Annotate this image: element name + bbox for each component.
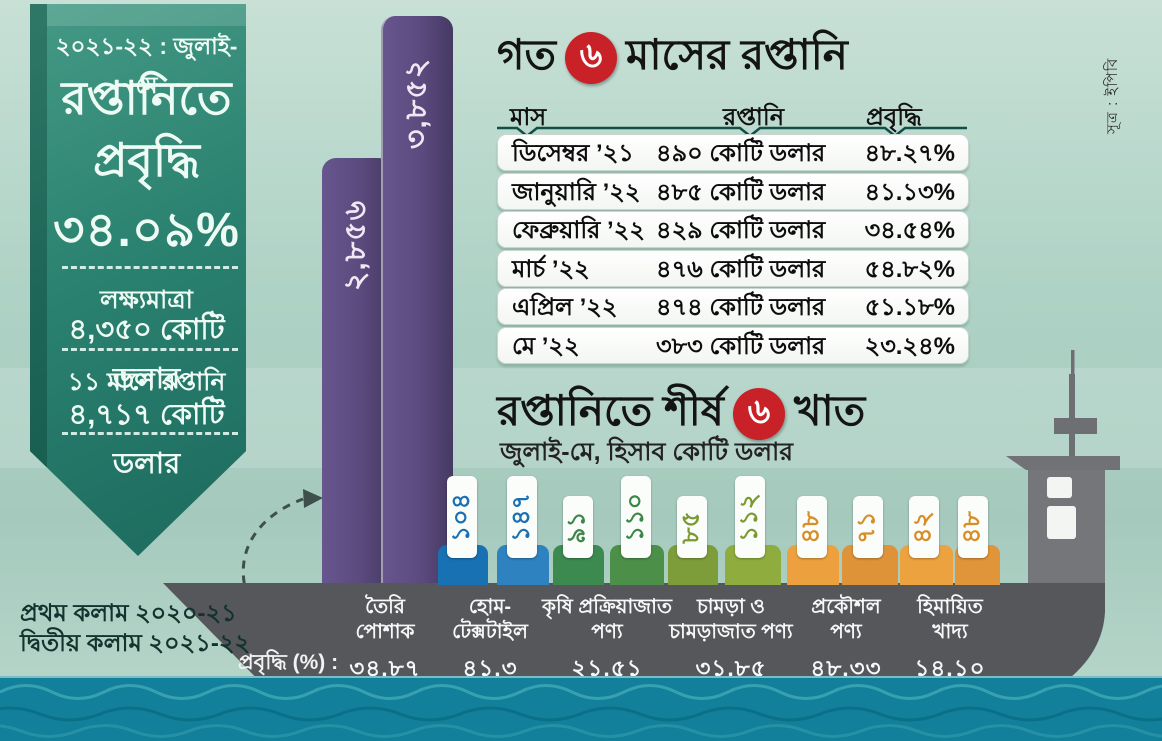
month-cell: ডিসেম্বর ’২১ (512, 140, 634, 167)
col-header-growth: প্রবৃদ্ধি (866, 104, 922, 131)
export-cell: ৪৯০ কোটি ডলার (656, 140, 826, 167)
growth-cell: ২৩.২৪% (864, 333, 955, 360)
export-cell: ৩৮৩ কোটি ডলার (656, 333, 826, 360)
ribbon-title-line1: রপ্তানিতে (61, 72, 232, 124)
export-cell: ৪৭৪ কোটি ডলার (656, 294, 826, 321)
table-row: মার্চ ’২২ ৪৭৬ কোটি ডলার ৫৪.৮২% (497, 250, 969, 287)
bar-rmg-2021-22: ৩,৮৫২ (381, 16, 453, 585)
value-tag-frozen-2021-22: ৪৮ (958, 496, 988, 558)
month-cell: মার্চ ’২২ (512, 256, 590, 283)
value-tag-home-textile-2021-22: ১৪৭ (507, 476, 537, 558)
ribbon-divider (62, 266, 238, 269)
table-row: ফেব্রুয়ারি ’২২ ৪২৯ কোটি ডলার ৩৪.৫৪% (497, 211, 969, 248)
growth-row-label: প্রবৃদ্ধি (%) : (238, 651, 339, 674)
table-row: ডিসেম্বর ’২১ ৪৯০ কোটি ডলার ৪৮.২৭% (497, 134, 969, 171)
export-cell: ৪৮৫ কোটি ডলার (656, 179, 826, 206)
sector-frozen-food: হিমায়িত খাদ্য ১৪.১০ (892, 595, 1008, 689)
growth-cell: ৪৮.২৭% (864, 140, 955, 167)
bridge-window-large (1047, 506, 1076, 539)
value-tag-leather-2021-22: ১১২ (735, 476, 765, 558)
bar-rmg-2020-21: ২,৮৫৬ (322, 158, 392, 585)
mast-crossbar (1054, 418, 1097, 434)
col-header-export: রপ্তানি (723, 104, 785, 131)
export-cell: ৪৭৬ কোটি ডলার (656, 256, 826, 283)
month-cell: ফেব্রুয়ারি ’২২ (512, 217, 645, 244)
target-label: লক্ষ্যমাত্রা (100, 286, 193, 314)
mast-tip (1071, 350, 1075, 380)
value-tag-leather-2020-21: ৮৫ (677, 496, 707, 558)
legend-line1: প্রথম কলাম ২০২০-২১ (20, 600, 237, 627)
source-credit: সূত্র : ইপিবি (1104, 57, 1121, 134)
target-value: ৪,৩৫০ কোটি ডলার (68, 314, 225, 395)
monthly-table-title: গত ৬ মাসের রপ্তানি (497, 22, 848, 93)
sectors-title-prefix: রপ্তানিতে শীর্ষ (497, 387, 724, 434)
value-tag-engineering-2020-21: ৪৮ (797, 496, 827, 558)
eleven-month-label: ১১ মাসে রপ্তানি (67, 368, 226, 396)
ribbon-growth-value: ৩৪.০৯% (53, 204, 240, 257)
value-tag-agri-2020-21: ৯১ (563, 496, 593, 558)
sectors-title-suffix: খাত (793, 387, 866, 434)
ship-hull (163, 583, 1105, 702)
sector-home-textile: হোম- টেক্সটাইল ৪১.৩ (426, 595, 554, 689)
value-tag-frozen-2020-21: ৪২ (909, 496, 939, 558)
sector-agri: কৃষি প্রক্রিয়াজাত পণ্য ২১.৫১ (536, 595, 678, 689)
legend-line2: দ্বিতীয় কলাম ২০২১-২২ (20, 630, 251, 657)
sector-leather: চামড়া ও চামড়াজাত পণ্য ৩১.৮৫ (658, 595, 804, 689)
sectors-subtitle: জুলাই-মে, হিসাব কোটি ডলার (500, 438, 794, 466)
value-tag-agri-2021-22: ১১০ (621, 476, 651, 558)
table-row: মে ’২২ ৩৮৩ কোটি ডলার ২৩.২৪% (497, 327, 969, 364)
month-cell: মে ’২২ (512, 333, 580, 360)
month-cell: জানুয়ারি ’২২ (512, 179, 641, 206)
red-circle-badge: ৬ (732, 387, 785, 440)
red-circle-badge: ৬ (565, 31, 618, 84)
ribbon-title-line2: প্রবৃদ্ধি (93, 134, 200, 186)
ribbon-divider (62, 348, 238, 351)
table-row: জানুয়ারি ’২২ ৪৮৫ কোটি ডলার ৪১.১৩% (497, 173, 969, 210)
sea-waves (0, 684, 1162, 738)
monthly-title-suffix: মাসের রপ্তানি (626, 31, 848, 78)
sector-engineering: প্রকৌশল পণ্য ৪৮.৩৩ (788, 595, 904, 689)
column-legend: প্রথম কলাম ২০২০-২১ দ্বিতীয় কলাম ২০২১-২২ (20, 599, 250, 659)
value-tag-engineering-2021-22: ৭১ (853, 496, 883, 558)
bridge-roof (1006, 456, 1120, 470)
col-header-month: মাস (510, 104, 547, 131)
eleven-month-value: ৪,৭১৭ কোটি ডলার (68, 399, 225, 480)
month-cell: এপ্রিল ’২২ (512, 294, 618, 321)
growth-cell: ৩৪.৫৪% (864, 217, 955, 244)
ribbon-divider (62, 432, 238, 435)
value-tag-home-textile-2020-21: ১০৪ (447, 476, 477, 558)
growth-cell: ৪১.১৩% (864, 179, 955, 206)
table-row: এপ্রিল ’২২ ৪৭৪ কোটি ডলার ৫১.১৮% (497, 288, 969, 325)
ribbon-period: ২০২১-২২ : জুলাই-মে (55, 33, 238, 98)
growth-cell: ৫১.১৮% (864, 294, 955, 321)
export-cell: ৪২৯ কোটি ডলার (656, 217, 826, 244)
monthly-title-prefix: গত (497, 31, 557, 78)
sectors-section-title: রপ্তানিতে শীর্ষ ৬ খাত (497, 378, 865, 449)
mast-pole (1069, 374, 1075, 458)
bridge-window-small (1047, 477, 1072, 498)
growth-cell: ৫৪.৮২% (864, 256, 955, 283)
summary-ribbon: ২০২১-২২ : জুলাই-মে রপ্তানিতে প্রবৃদ্ধি ৩… (30, 4, 246, 556)
